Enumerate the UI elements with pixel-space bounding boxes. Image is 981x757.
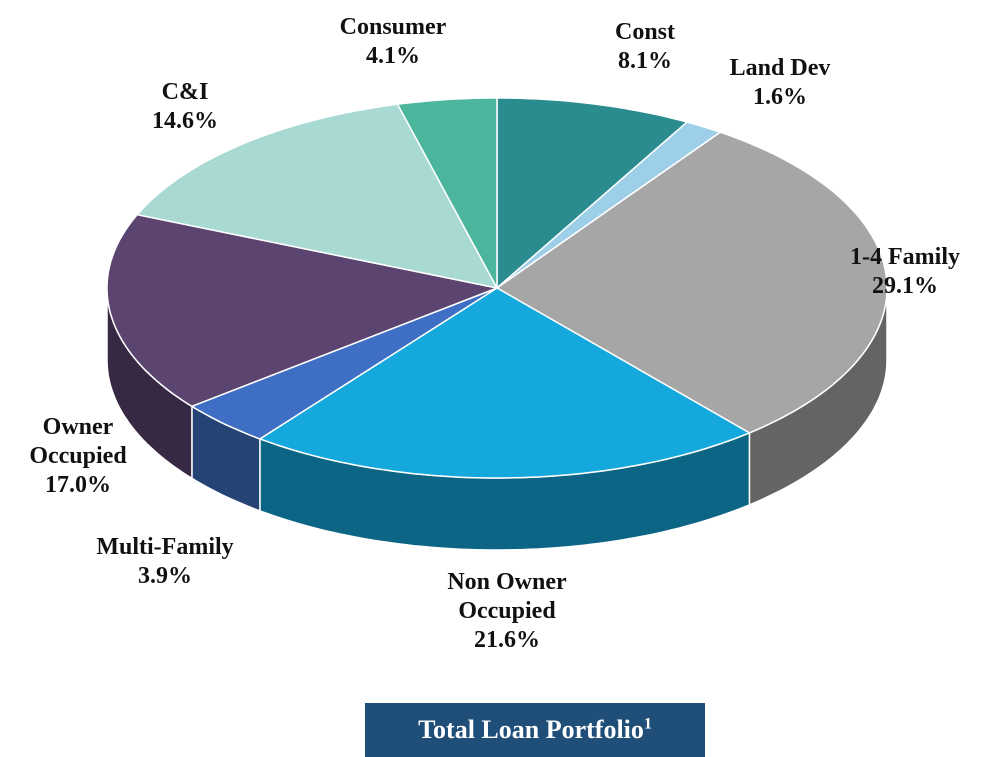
category-name: C&I	[161, 79, 209, 105]
category-name: Non Owner Occupied	[447, 569, 567, 624]
value-label: 3.9%	[138, 563, 192, 589]
value-label: 29.1%	[872, 273, 938, 299]
slice	[496, 121, 722, 289]
slice	[495, 131, 888, 434]
slice-label: Multi-Family 3.9%	[65, 533, 265, 591]
slice-label: C&I 14.6%	[125, 78, 245, 136]
slice-label: Consumer 4.1%	[313, 13, 473, 71]
slice-label: 1-4 Family 29.1%	[830, 243, 980, 301]
value-label: 1.6%	[753, 84, 807, 110]
category-name: Owner Occupied	[29, 414, 127, 469]
chart-title-box: Total Loan Portfolio1	[365, 703, 705, 757]
category-name: Const	[614, 19, 675, 45]
category-name: Consumer	[339, 14, 447, 40]
slice	[190, 287, 498, 440]
value-label: 8.1%	[618, 48, 672, 74]
title-footnote: 1	[643, 715, 652, 733]
value-label: 4.1%	[366, 43, 420, 69]
slice	[258, 287, 752, 479]
category-name: 1-4 Family	[850, 244, 960, 270]
slice	[396, 97, 498, 289]
slice	[496, 97, 689, 290]
slice-label: Owner Occupied 17.0%	[8, 413, 148, 500]
slice	[135, 103, 499, 290]
value-label: 14.6%	[152, 108, 218, 134]
value-label: 21.6%	[474, 627, 540, 653]
slice-label: Const 8.1%	[585, 18, 705, 76]
category-name: Land Dev	[729, 55, 831, 81]
category-name: Multi-Family	[96, 534, 234, 560]
slice	[106, 213, 500, 408]
chart-title: Total Loan Portfolio	[418, 715, 644, 744]
value-label: 17.0%	[45, 472, 111, 498]
pie-plot	[106, 97, 888, 551]
slice-label: Land Dev 1.6%	[710, 54, 850, 112]
slice-label: Non Owner Occupied 21.6%	[412, 568, 602, 655]
